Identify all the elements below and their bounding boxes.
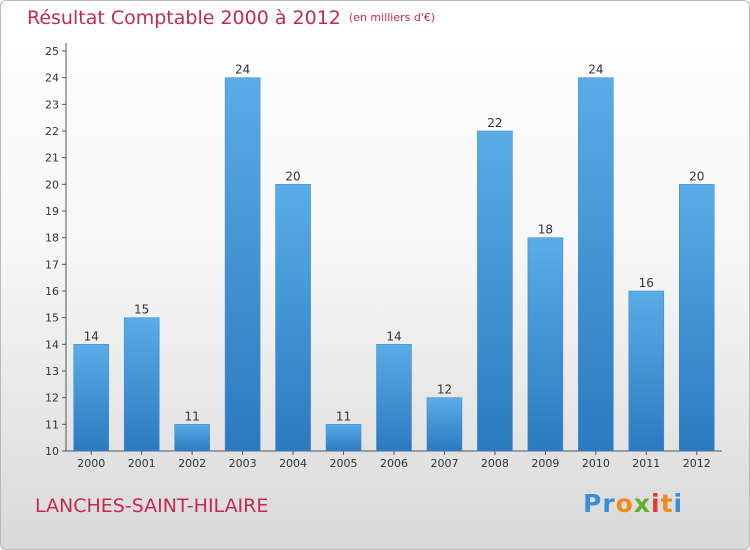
commune-name: LANCHES-SAINT-HILAIRE (35, 495, 269, 517)
x-tick-label-2011: 2011 (632, 457, 660, 470)
y-tick-label: 13 (45, 365, 59, 378)
bar-2006 (376, 344, 412, 452)
x-tick-label-2001: 2001 (128, 457, 156, 470)
x-tick-label-2002: 2002 (178, 457, 206, 470)
bar-2004 (275, 184, 311, 452)
y-tick-label: 12 (45, 392, 59, 405)
value-label-2005: 11 (336, 409, 351, 423)
value-label-2003: 24 (235, 63, 250, 77)
bar-2001 (123, 317, 160, 452)
x-tick-label-2010: 2010 (582, 457, 610, 470)
value-label-2004: 20 (285, 169, 300, 183)
bar-2007 (426, 397, 463, 452)
logo-letter: r (602, 489, 616, 518)
value-label-2007: 12 (437, 383, 452, 397)
value-label-2011: 16 (639, 276, 654, 290)
value-label-2008: 22 (487, 116, 502, 130)
y-tick-label: 16 (45, 285, 59, 298)
value-label-2012: 20 (689, 169, 704, 183)
y-tick-label: 11 (45, 418, 59, 431)
value-label-2006: 14 (386, 329, 401, 343)
y-tick-label: 20 (45, 178, 59, 191)
x-tick-label-2003: 2003 (229, 457, 257, 470)
y-tick-label: 18 (45, 232, 59, 245)
value-labels: 14 15 11 24 20 11 14 12 22 18 24 16 20 (84, 63, 705, 424)
x-tick-label-2006: 2006 (380, 457, 408, 470)
logo-letter: P (583, 489, 603, 518)
value-label-2009: 18 (538, 223, 553, 237)
value-label-2001: 15 (134, 303, 149, 317)
y-tick-label: 23 (45, 98, 59, 111)
value-label-2000: 14 (84, 329, 99, 343)
logo-letter: i (673, 489, 684, 518)
bar-2003 (224, 77, 261, 452)
y-tick-label: 19 (45, 205, 59, 218)
chart-title-text: Résultat Comptable 2000 à 2012 (27, 7, 341, 29)
y-tick-label: 17 (45, 258, 59, 271)
x-tick-label-2009: 2009 (531, 457, 559, 470)
x-tick-label-2005: 2005 (330, 457, 358, 470)
value-label-2010: 24 (588, 63, 603, 77)
bar-2009 (527, 237, 564, 452)
bar-2008 (477, 130, 513, 452)
logo-letter: x (633, 489, 651, 518)
y-tick-label: 14 (45, 338, 59, 351)
x-tick-label-2004: 2004 (279, 457, 307, 470)
y-tick-label: 10 (45, 445, 59, 458)
x-tick-label-2000: 2000 (77, 457, 105, 470)
chart-title: Résultat Comptable 2000 à 2012 (en millie… (27, 7, 435, 29)
x-tick-label-2007: 2007 (430, 457, 458, 470)
logo-letter: o (615, 489, 634, 518)
logo-letter: t (660, 489, 674, 518)
proxiti-logo: Proxiti (583, 489, 683, 518)
y-tick-label: 24 (45, 72, 59, 85)
bar-2002 (174, 424, 210, 452)
y-tick-label: 21 (45, 152, 59, 165)
x-tick-label-2012: 2012 (683, 457, 711, 470)
value-label-2002: 11 (185, 409, 200, 423)
bar-2005 (325, 424, 362, 452)
bar-2012 (679, 184, 715, 452)
bars (73, 77, 715, 452)
x-tick-label-2008: 2008 (481, 457, 509, 470)
logo-letter: i (651, 489, 661, 518)
bar-2010 (578, 77, 614, 452)
y-tick-label: 25 (45, 45, 59, 58)
bar-2000 (73, 344, 109, 452)
bar-2011 (628, 290, 665, 452)
y-tick-label: 15 (45, 312, 59, 325)
chart-subtitle: (en milliers d'€) (348, 11, 436, 24)
y-tick-label: 22 (45, 125, 59, 138)
